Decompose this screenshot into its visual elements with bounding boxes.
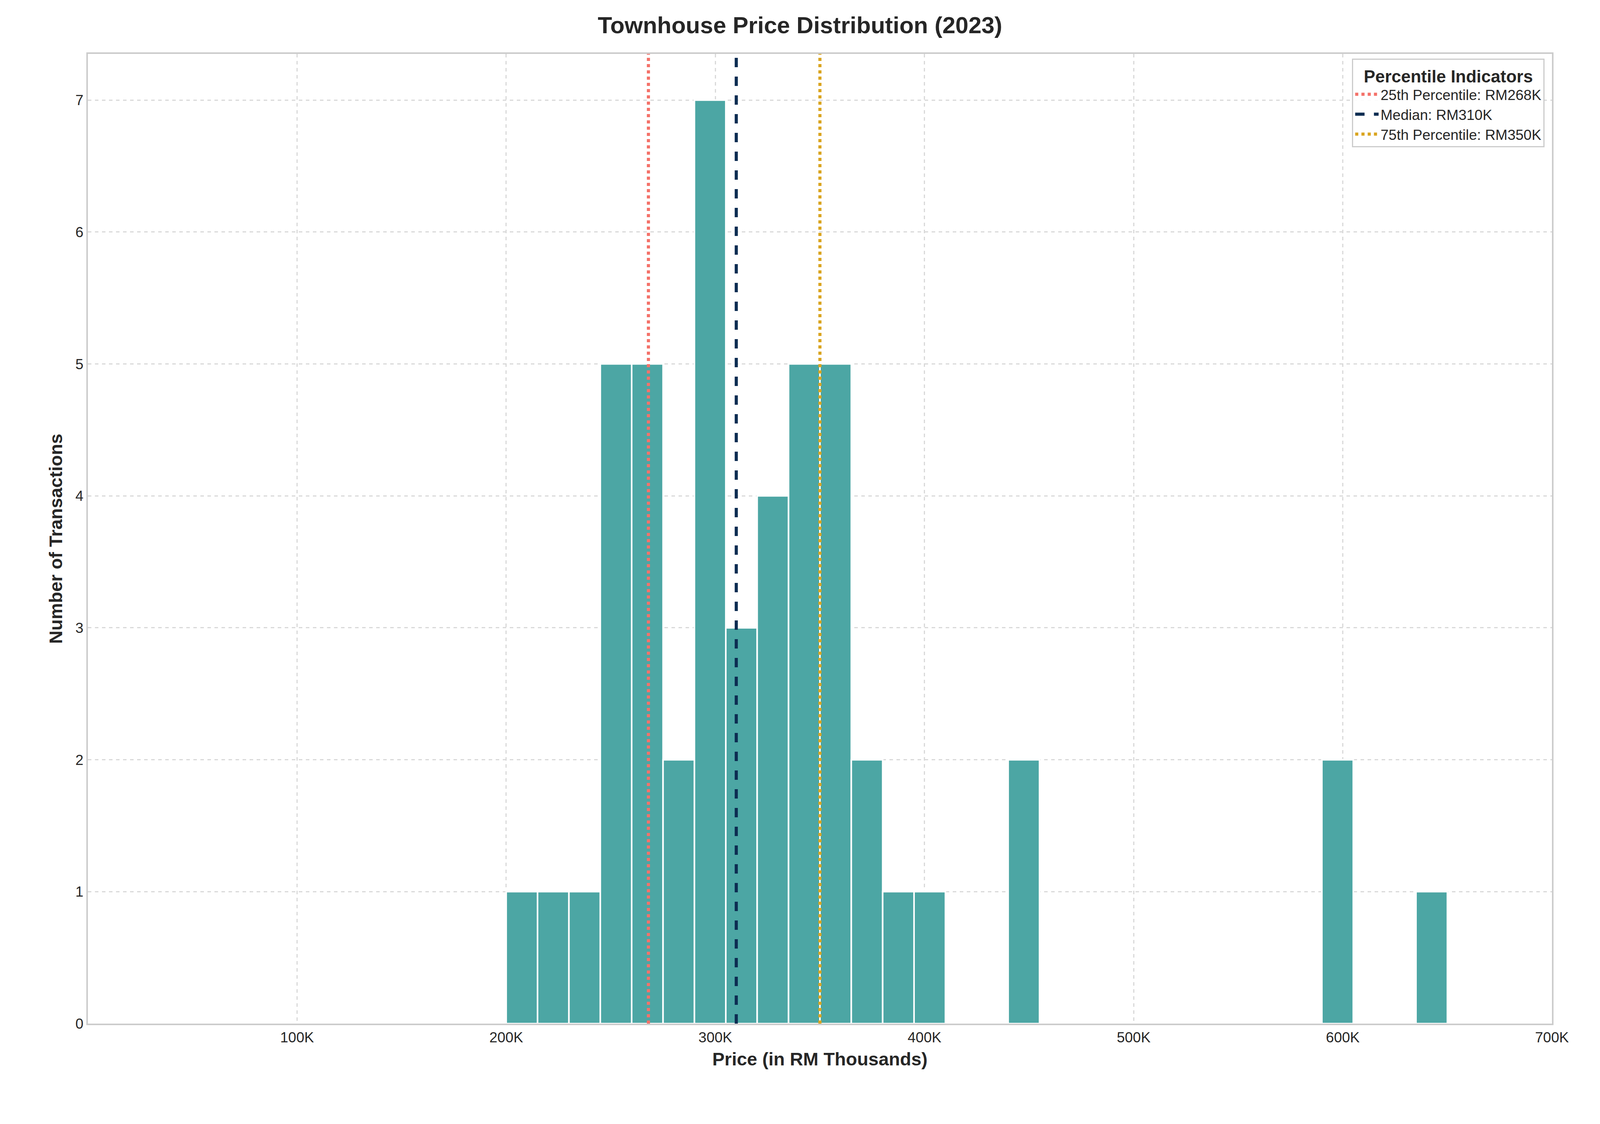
svg-text:25th Percentile: RM268K: 25th Percentile: RM268K <box>1380 87 1542 104</box>
svg-text:75th Percentile: RM350K: 75th Percentile: RM350K <box>1380 126 1542 143</box>
svg-text:Number of Transactions: Number of Transactions <box>45 433 67 644</box>
svg-text:300K: 300K <box>698 1029 733 1046</box>
svg-text:1: 1 <box>75 883 84 900</box>
svg-text:3: 3 <box>75 619 84 636</box>
svg-text:100K: 100K <box>280 1029 315 1046</box>
svg-text:0: 0 <box>75 1015 84 1032</box>
svg-text:500K: 500K <box>1116 1029 1151 1046</box>
svg-text:200K: 200K <box>489 1029 524 1046</box>
svg-text:2: 2 <box>75 751 84 768</box>
svg-text:Median: RM310K: Median: RM310K <box>1380 107 1493 124</box>
svg-text:Percentile Indicators: Percentile Indicators <box>1363 66 1533 86</box>
svg-text:Townhouse Price Distribution (: Townhouse Price Distribution (2023) <box>597 12 1003 39</box>
svg-text:7: 7 <box>75 92 84 109</box>
svg-text:600K: 600K <box>1325 1029 1360 1046</box>
svg-text:Price (in RM Thousands): Price (in RM Thousands) <box>712 1048 928 1070</box>
svg-text:400K: 400K <box>907 1029 942 1046</box>
svg-text:4: 4 <box>75 487 84 504</box>
svg-text:6: 6 <box>75 224 84 241</box>
svg-text:700K: 700K <box>1535 1029 1570 1046</box>
svg-text:5: 5 <box>75 356 84 373</box>
